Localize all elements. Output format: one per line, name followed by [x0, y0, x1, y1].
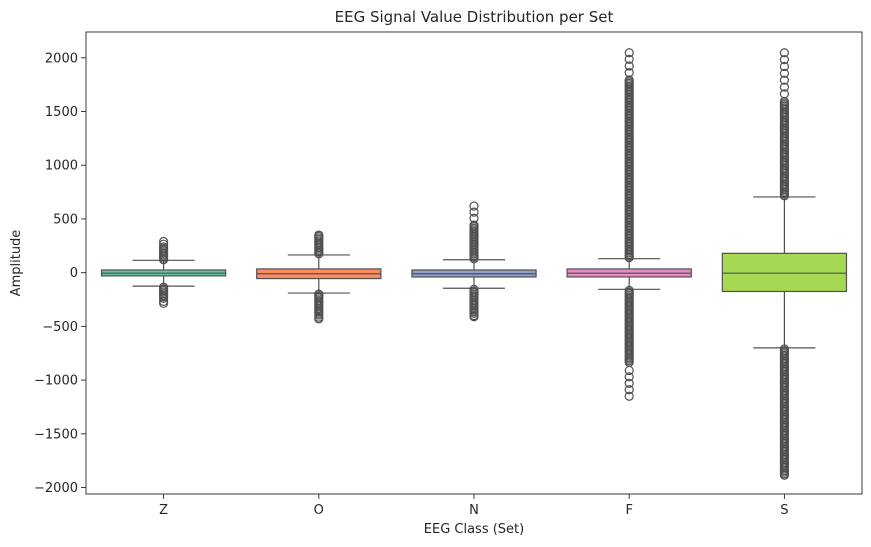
outlier-point-high [469, 207, 479, 217]
outlier-point-low [624, 378, 634, 388]
y-tick-label: 0 [70, 266, 78, 281]
outlier-point-high [779, 54, 790, 65]
outlier-point-high [624, 68, 634, 78]
outlier-point-high [159, 239, 169, 249]
outlier-point-high [779, 48, 790, 58]
box-group-n [411, 201, 537, 322]
outlier-point-low [469, 312, 479, 322]
box-group-f [566, 48, 692, 401]
outlier-point-high [469, 220, 479, 230]
outlier-point-low [624, 365, 634, 376]
outlier-point-high [779, 82, 790, 92]
outlier-point-high [159, 242, 169, 252]
plot-area [100, 48, 848, 480]
box-group-o [256, 230, 382, 324]
y-axis: 2000 1500 1000 500 0 −500 −1000 −1500 −2000 [34, 51, 86, 496]
outlier-point-high [624, 75, 634, 85]
x-axis-title: EEG Class (Set) [424, 522, 524, 537]
y-tick-label: 1500 [45, 105, 78, 120]
x-tick-label: O [314, 503, 324, 518]
box-group-s [721, 48, 848, 480]
y-axis-title: Amplitude [9, 230, 24, 297]
x-tick-label: Z [159, 503, 168, 518]
y-tick-label: −1500 [34, 427, 78, 442]
outlier-point-high [779, 89, 790, 99]
outlier-point-high [624, 48, 634, 58]
y-tick-label: 1000 [45, 159, 78, 174]
outlier-point-high [469, 213, 479, 223]
box-s [721, 252, 848, 293]
outlier-point-high [624, 61, 634, 71]
y-tick-label: −1000 [34, 374, 78, 389]
outlier-point-low [314, 310, 324, 320]
y-tick-label: −500 [42, 320, 78, 335]
outlier-point-high [779, 61, 790, 72]
outlier-point-high [159, 236, 169, 247]
outlier-point-high [779, 68, 790, 78]
outlier-point-high [779, 75, 790, 85]
outlier-point-low [624, 372, 634, 382]
outlier-point-low [469, 308, 479, 318]
y-tick-label: −2000 [34, 481, 78, 496]
outlier-point-low [624, 385, 634, 395]
x-tick-label: N [469, 503, 479, 518]
outlier-point-low [314, 314, 324, 324]
outlier-point-low [159, 293, 169, 303]
outlier-point-high [314, 230, 324, 240]
box-group-z [100, 236, 227, 308]
outlier-point-low [159, 298, 169, 308]
outlier-point-high [624, 54, 634, 64]
chart-title: EEG Signal Value Distribution per Set [335, 8, 614, 26]
outlier-point-low [779, 470, 790, 480]
y-tick-label: 2000 [45, 51, 78, 66]
x-tick-label: F [625, 503, 632, 518]
outlier-point-high [469, 201, 479, 211]
y-tick-label: 500 [53, 212, 78, 227]
outlier-point-low [624, 391, 634, 401]
x-tick-label: S [780, 503, 788, 518]
